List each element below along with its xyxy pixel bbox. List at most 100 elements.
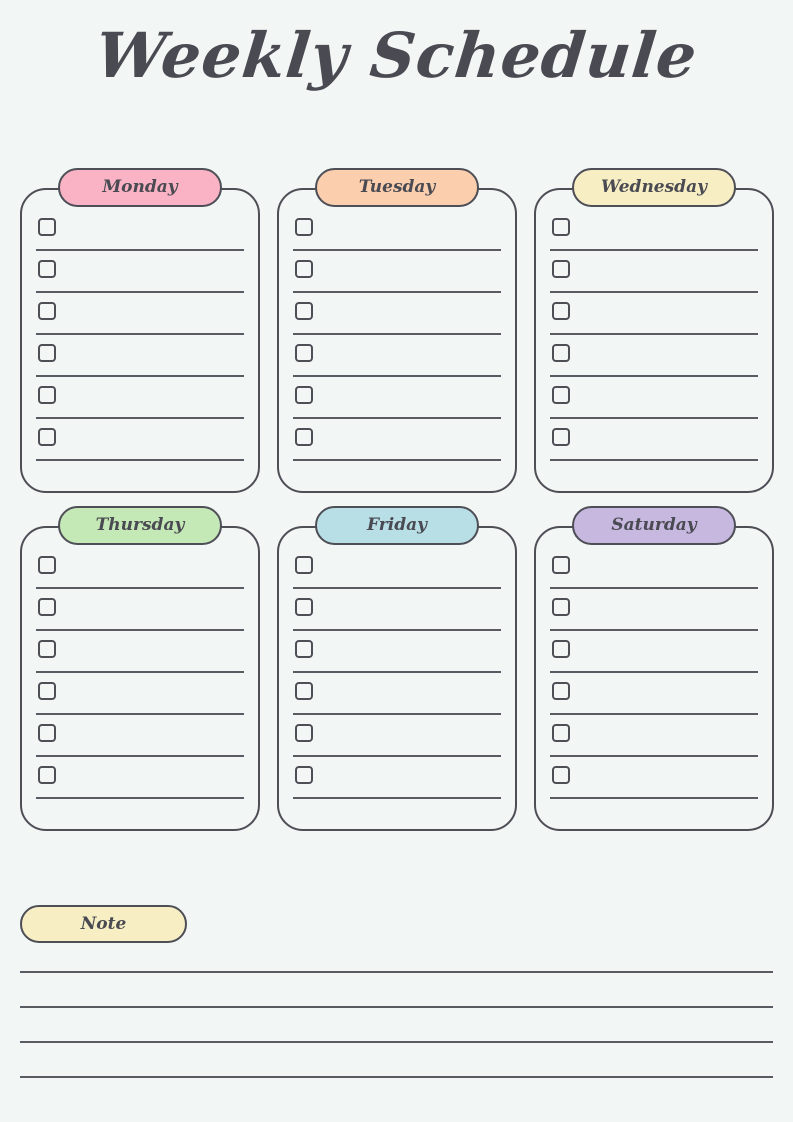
- task-checkbox[interactable]: [552, 598, 570, 616]
- task-write-line[interactable]: [550, 587, 758, 589]
- task-row[interactable]: [36, 384, 244, 426]
- task-checkbox[interactable]: [38, 386, 56, 404]
- task-checkbox[interactable]: [38, 766, 56, 784]
- task-row[interactable]: [293, 638, 501, 680]
- task-write-line[interactable]: [550, 797, 758, 799]
- task-row[interactable]: [293, 342, 501, 384]
- task-write-line[interactable]: [293, 587, 501, 589]
- task-write-line[interactable]: [36, 797, 244, 799]
- task-write-line[interactable]: [36, 291, 244, 293]
- task-checkbox[interactable]: [295, 260, 313, 278]
- task-checkbox[interactable]: [295, 598, 313, 616]
- task-write-line[interactable]: [550, 333, 758, 335]
- task-row[interactable]: [550, 554, 758, 596]
- task-write-line[interactable]: [293, 417, 501, 419]
- task-write-line[interactable]: [293, 629, 501, 631]
- note-write-line[interactable]: [20, 1076, 773, 1078]
- task-checkbox[interactable]: [295, 766, 313, 784]
- task-row[interactable]: [36, 300, 244, 342]
- task-row[interactable]: [293, 300, 501, 342]
- task-row[interactable]: [293, 258, 501, 300]
- task-checkbox[interactable]: [552, 682, 570, 700]
- task-row[interactable]: [293, 722, 501, 764]
- task-write-line[interactable]: [293, 291, 501, 293]
- task-row[interactable]: [36, 764, 244, 806]
- task-write-line[interactable]: [36, 755, 244, 757]
- task-row[interactable]: [293, 216, 501, 258]
- task-row[interactable]: [36, 722, 244, 764]
- task-row[interactable]: [550, 342, 758, 384]
- task-write-line[interactable]: [293, 671, 501, 673]
- task-row[interactable]: [550, 596, 758, 638]
- task-write-line[interactable]: [550, 713, 758, 715]
- task-checkbox[interactable]: [552, 766, 570, 784]
- task-checkbox[interactable]: [38, 428, 56, 446]
- task-row[interactable]: [550, 300, 758, 342]
- task-checkbox[interactable]: [295, 682, 313, 700]
- task-checkbox[interactable]: [38, 218, 56, 236]
- task-checkbox[interactable]: [295, 218, 313, 236]
- task-write-line[interactable]: [36, 417, 244, 419]
- task-row[interactable]: [550, 258, 758, 300]
- task-write-line[interactable]: [36, 375, 244, 377]
- task-row[interactable]: [36, 638, 244, 680]
- task-row[interactable]: [36, 216, 244, 258]
- task-row[interactable]: [550, 764, 758, 806]
- task-checkbox[interactable]: [295, 386, 313, 404]
- task-write-line[interactable]: [293, 249, 501, 251]
- task-write-line[interactable]: [36, 333, 244, 335]
- task-checkbox[interactable]: [295, 556, 313, 574]
- task-row[interactable]: [36, 680, 244, 722]
- task-write-line[interactable]: [550, 671, 758, 673]
- task-checkbox[interactable]: [295, 428, 313, 446]
- note-write-line[interactable]: [20, 1041, 773, 1043]
- task-checkbox[interactable]: [295, 724, 313, 742]
- task-row[interactable]: [550, 638, 758, 680]
- task-checkbox[interactable]: [552, 556, 570, 574]
- task-write-line[interactable]: [293, 755, 501, 757]
- task-checkbox[interactable]: [295, 302, 313, 320]
- task-row[interactable]: [36, 342, 244, 384]
- task-row[interactable]: [36, 426, 244, 468]
- task-checkbox[interactable]: [38, 598, 56, 616]
- task-checkbox[interactable]: [552, 218, 570, 236]
- task-write-line[interactable]: [36, 713, 244, 715]
- task-write-line[interactable]: [36, 587, 244, 589]
- task-checkbox[interactable]: [552, 302, 570, 320]
- task-checkbox[interactable]: [38, 724, 56, 742]
- task-write-line[interactable]: [293, 375, 501, 377]
- task-row[interactable]: [550, 384, 758, 426]
- task-write-line[interactable]: [550, 459, 758, 461]
- task-row[interactable]: [550, 216, 758, 258]
- task-write-line[interactable]: [550, 417, 758, 419]
- task-write-line[interactable]: [550, 291, 758, 293]
- task-checkbox[interactable]: [552, 640, 570, 658]
- task-write-line[interactable]: [36, 249, 244, 251]
- task-row[interactable]: [293, 596, 501, 638]
- task-checkbox[interactable]: [38, 640, 56, 658]
- task-checkbox[interactable]: [552, 344, 570, 362]
- task-write-line[interactable]: [293, 333, 501, 335]
- task-checkbox[interactable]: [295, 640, 313, 658]
- task-checkbox[interactable]: [552, 260, 570, 278]
- task-row[interactable]: [293, 554, 501, 596]
- task-row[interactable]: [36, 596, 244, 638]
- task-row[interactable]: [293, 384, 501, 426]
- task-checkbox[interactable]: [552, 724, 570, 742]
- task-row[interactable]: [550, 680, 758, 722]
- task-write-line[interactable]: [36, 671, 244, 673]
- task-checkbox[interactable]: [295, 344, 313, 362]
- task-row[interactable]: [36, 554, 244, 596]
- task-write-line[interactable]: [36, 459, 244, 461]
- task-row[interactable]: [293, 680, 501, 722]
- note-write-line[interactable]: [20, 1006, 773, 1008]
- task-checkbox[interactable]: [552, 386, 570, 404]
- task-checkbox[interactable]: [38, 556, 56, 574]
- task-row[interactable]: [293, 426, 501, 468]
- task-write-line[interactable]: [550, 249, 758, 251]
- task-checkbox[interactable]: [38, 260, 56, 278]
- task-row[interactable]: [550, 426, 758, 468]
- task-write-line[interactable]: [293, 459, 501, 461]
- task-checkbox[interactable]: [38, 302, 56, 320]
- task-write-line[interactable]: [293, 797, 501, 799]
